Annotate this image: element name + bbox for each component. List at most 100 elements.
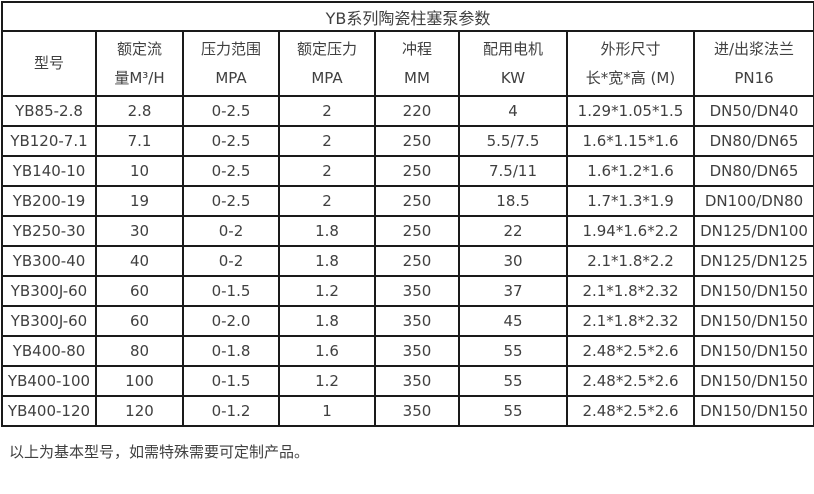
cell-motor-power: 45 xyxy=(458,305,568,337)
cell-flange: DN125/DN100 xyxy=(692,215,814,247)
cell-rated-pressure: 2 xyxy=(278,185,376,217)
cell-dimensions: 2.48*2.5*2.6 xyxy=(566,335,695,367)
column-header-motor-power: 配用电机 KW xyxy=(458,30,568,97)
cell-model: YB250-30 xyxy=(1,215,97,247)
cell-rated-flow: 30 xyxy=(95,215,184,247)
table-row: YB250-30 30 0-2 1.8 250 22 1.94*1.6*2.2 DN125/D… xyxy=(1,215,814,247)
footnote: 以上为基本型号，如需特殊需要可定制产品。 xyxy=(9,443,310,461)
title-row: YB系列陶瓷柱塞泵参数 xyxy=(0,1,814,32)
cell-rated-pressure: 1.8 xyxy=(278,245,376,277)
cell-model: YB400-120 xyxy=(1,395,97,427)
cell-dimensions: 1.29*1.05*1.5 xyxy=(566,95,695,127)
cell-flange: DN100/DN80 xyxy=(692,185,814,217)
cell-pressure-range: 0-1.2 xyxy=(182,395,280,427)
table-row: YB85-2.8 2.8 0-2.5 2 220 4 1.29*1.05*1.5 DN50/D… xyxy=(1,95,814,127)
cell-motor-power: 30 xyxy=(458,245,568,277)
cell-pressure-range: 0-2 xyxy=(182,245,280,277)
table-title: YB系列陶瓷柱塞泵参数 xyxy=(0,1,814,32)
cell-model: YB300-40 xyxy=(1,245,97,277)
cell-flange: DN80/DN65 xyxy=(692,125,814,157)
cell-model: YB400-80 xyxy=(1,335,97,367)
cell-pressure-range: 0-2.5 xyxy=(182,185,280,217)
cell-dimensions: 2.48*2.5*2.6 xyxy=(566,365,695,397)
cell-flange: DN150/DN150 xyxy=(692,305,814,337)
cell-pressure-range: 0-2.5 xyxy=(182,95,280,127)
cell-model: YB200-19 xyxy=(1,185,97,217)
column-header-line2: 量M³/H xyxy=(114,68,165,87)
cell-rated-pressure: 1 xyxy=(278,395,376,427)
column-header-line1: 冲程 xyxy=(401,39,432,58)
cell-dimensions: 2.1*1.8*2.32 xyxy=(566,305,695,337)
column-header-stroke: 冲程 MM xyxy=(374,30,460,97)
table-row: YB300J-60 60 0-1.5 1.2 350 37 2.1*1.8*2.32 DN15… xyxy=(1,275,814,307)
cell-motor-power: 7.5/11 xyxy=(458,155,568,187)
cell-pressure-range: 0-1.8 xyxy=(182,335,280,367)
cell-rated-pressure: 1.8 xyxy=(278,305,376,337)
cell-rated-pressure: 1.8 xyxy=(278,215,376,247)
cell-pressure-range: 0-1.5 xyxy=(182,275,280,307)
table-row: YB140-10 10 0-2.5 2 250 7.5/11 1.6*1.2*1.6 DN80… xyxy=(1,155,814,187)
cell-rated-flow: 2.8 xyxy=(95,95,184,127)
column-header-flange: 进/出浆法兰 PN16 xyxy=(692,30,814,97)
cell-dimensions: 1.6*1.2*1.6 xyxy=(566,155,695,187)
cell-rated-flow: 120 xyxy=(95,395,184,427)
cell-pressure-range: 0-2.5 xyxy=(182,125,280,157)
table-row: YB400-100 100 0-1.5 1.2 350 55 2.48*2.5*2.6 DN1… xyxy=(1,365,814,397)
cell-pressure-range: 0-2 xyxy=(182,215,280,247)
cell-flange: DN150/DN150 xyxy=(692,275,814,307)
column-header-rated-flow: 额定流 量M³/H xyxy=(95,30,184,97)
cell-rated-flow: 40 xyxy=(95,245,184,277)
cell-stroke: 250 xyxy=(374,155,460,187)
cell-motor-power: 22 xyxy=(458,215,568,247)
column-header-line2: KW xyxy=(500,68,526,87)
cell-stroke: 350 xyxy=(374,395,460,427)
cell-stroke: 250 xyxy=(374,125,460,157)
cell-stroke: 350 xyxy=(374,275,460,307)
table-row: YB300J-60 60 0-2.0 1.8 350 45 2.1*1.8*2.32 DN15… xyxy=(1,305,814,337)
cell-flange: DN50/DN40 xyxy=(692,95,814,127)
cell-flange: DN150/DN150 xyxy=(692,335,814,367)
cell-rated-flow: 7.1 xyxy=(95,125,184,157)
cell-rated-pressure: 2 xyxy=(278,125,376,157)
cell-stroke: 350 xyxy=(374,305,460,337)
cell-stroke: 350 xyxy=(374,365,460,397)
cell-rated-flow: 80 xyxy=(95,335,184,367)
cell-dimensions: 2.48*2.5*2.6 xyxy=(566,395,695,427)
cell-motor-power: 55 xyxy=(458,335,568,367)
cell-stroke: 250 xyxy=(374,185,460,217)
cell-pressure-range: 0-1.5 xyxy=(182,365,280,397)
cell-dimensions: 1.7*1.3*1.9 xyxy=(566,185,695,217)
column-header-line2: MM xyxy=(404,68,430,87)
cell-stroke: 350 xyxy=(374,335,460,367)
cell-stroke: 220 xyxy=(374,95,460,127)
table-row: YB400-80 80 0-1.8 1.6 350 55 2.48*2.5*2.6 DN150… xyxy=(1,335,814,367)
cell-model: YB120-7.1 xyxy=(1,125,97,157)
cell-dimensions: 2.1*1.8*2.2 xyxy=(566,245,695,277)
column-header-rated-pressure: 额定压力 MPA xyxy=(278,30,376,97)
column-header-line2: 长*宽*高 (M) xyxy=(585,68,676,87)
cell-motor-power: 18.5 xyxy=(458,185,568,217)
column-header-dimensions: 外形尺寸长*宽*高 (M) xyxy=(566,30,695,97)
table-body: YB85-2.8 2.8 0-2.5 2 220 4 1.29*1.05*1.5 DN50/D… xyxy=(1,95,814,427)
column-header-line1: 额定压力 xyxy=(296,39,357,58)
column-header-line1: 进/出浆法兰 xyxy=(713,39,795,58)
column-header-line1: 外形尺寸 xyxy=(600,39,661,58)
cell-rated-pressure: 1.2 xyxy=(278,365,376,397)
cell-pressure-range: 0-2.5 xyxy=(182,155,280,187)
cell-rated-pressure: 1.2 xyxy=(278,275,376,307)
cell-model: YB140-10 xyxy=(1,155,97,187)
table-row: YB200-19 19 0-2.5 2 250 18.5 1.7*1.3*1.9 DN100/… xyxy=(1,185,814,217)
column-header-line2: MPA xyxy=(311,68,343,87)
column-header-model: 型号 xyxy=(1,30,97,97)
cell-flange: DN125/DN125 xyxy=(692,245,814,277)
cell-flange: DN150/DN150 xyxy=(692,365,814,397)
cell-dimensions: 1.94*1.6*2.2 xyxy=(566,215,695,247)
cell-model: YB85-2.8 xyxy=(1,95,97,127)
cell-flange: DN80/DN65 xyxy=(692,155,814,187)
cell-motor-power: 4 xyxy=(458,95,568,127)
cell-motor-power: 37 xyxy=(458,275,568,307)
cell-model: YB300J-60 xyxy=(1,275,97,307)
cell-rated-pressure: 2 xyxy=(278,155,376,187)
cell-rated-flow: 100 xyxy=(95,365,184,397)
